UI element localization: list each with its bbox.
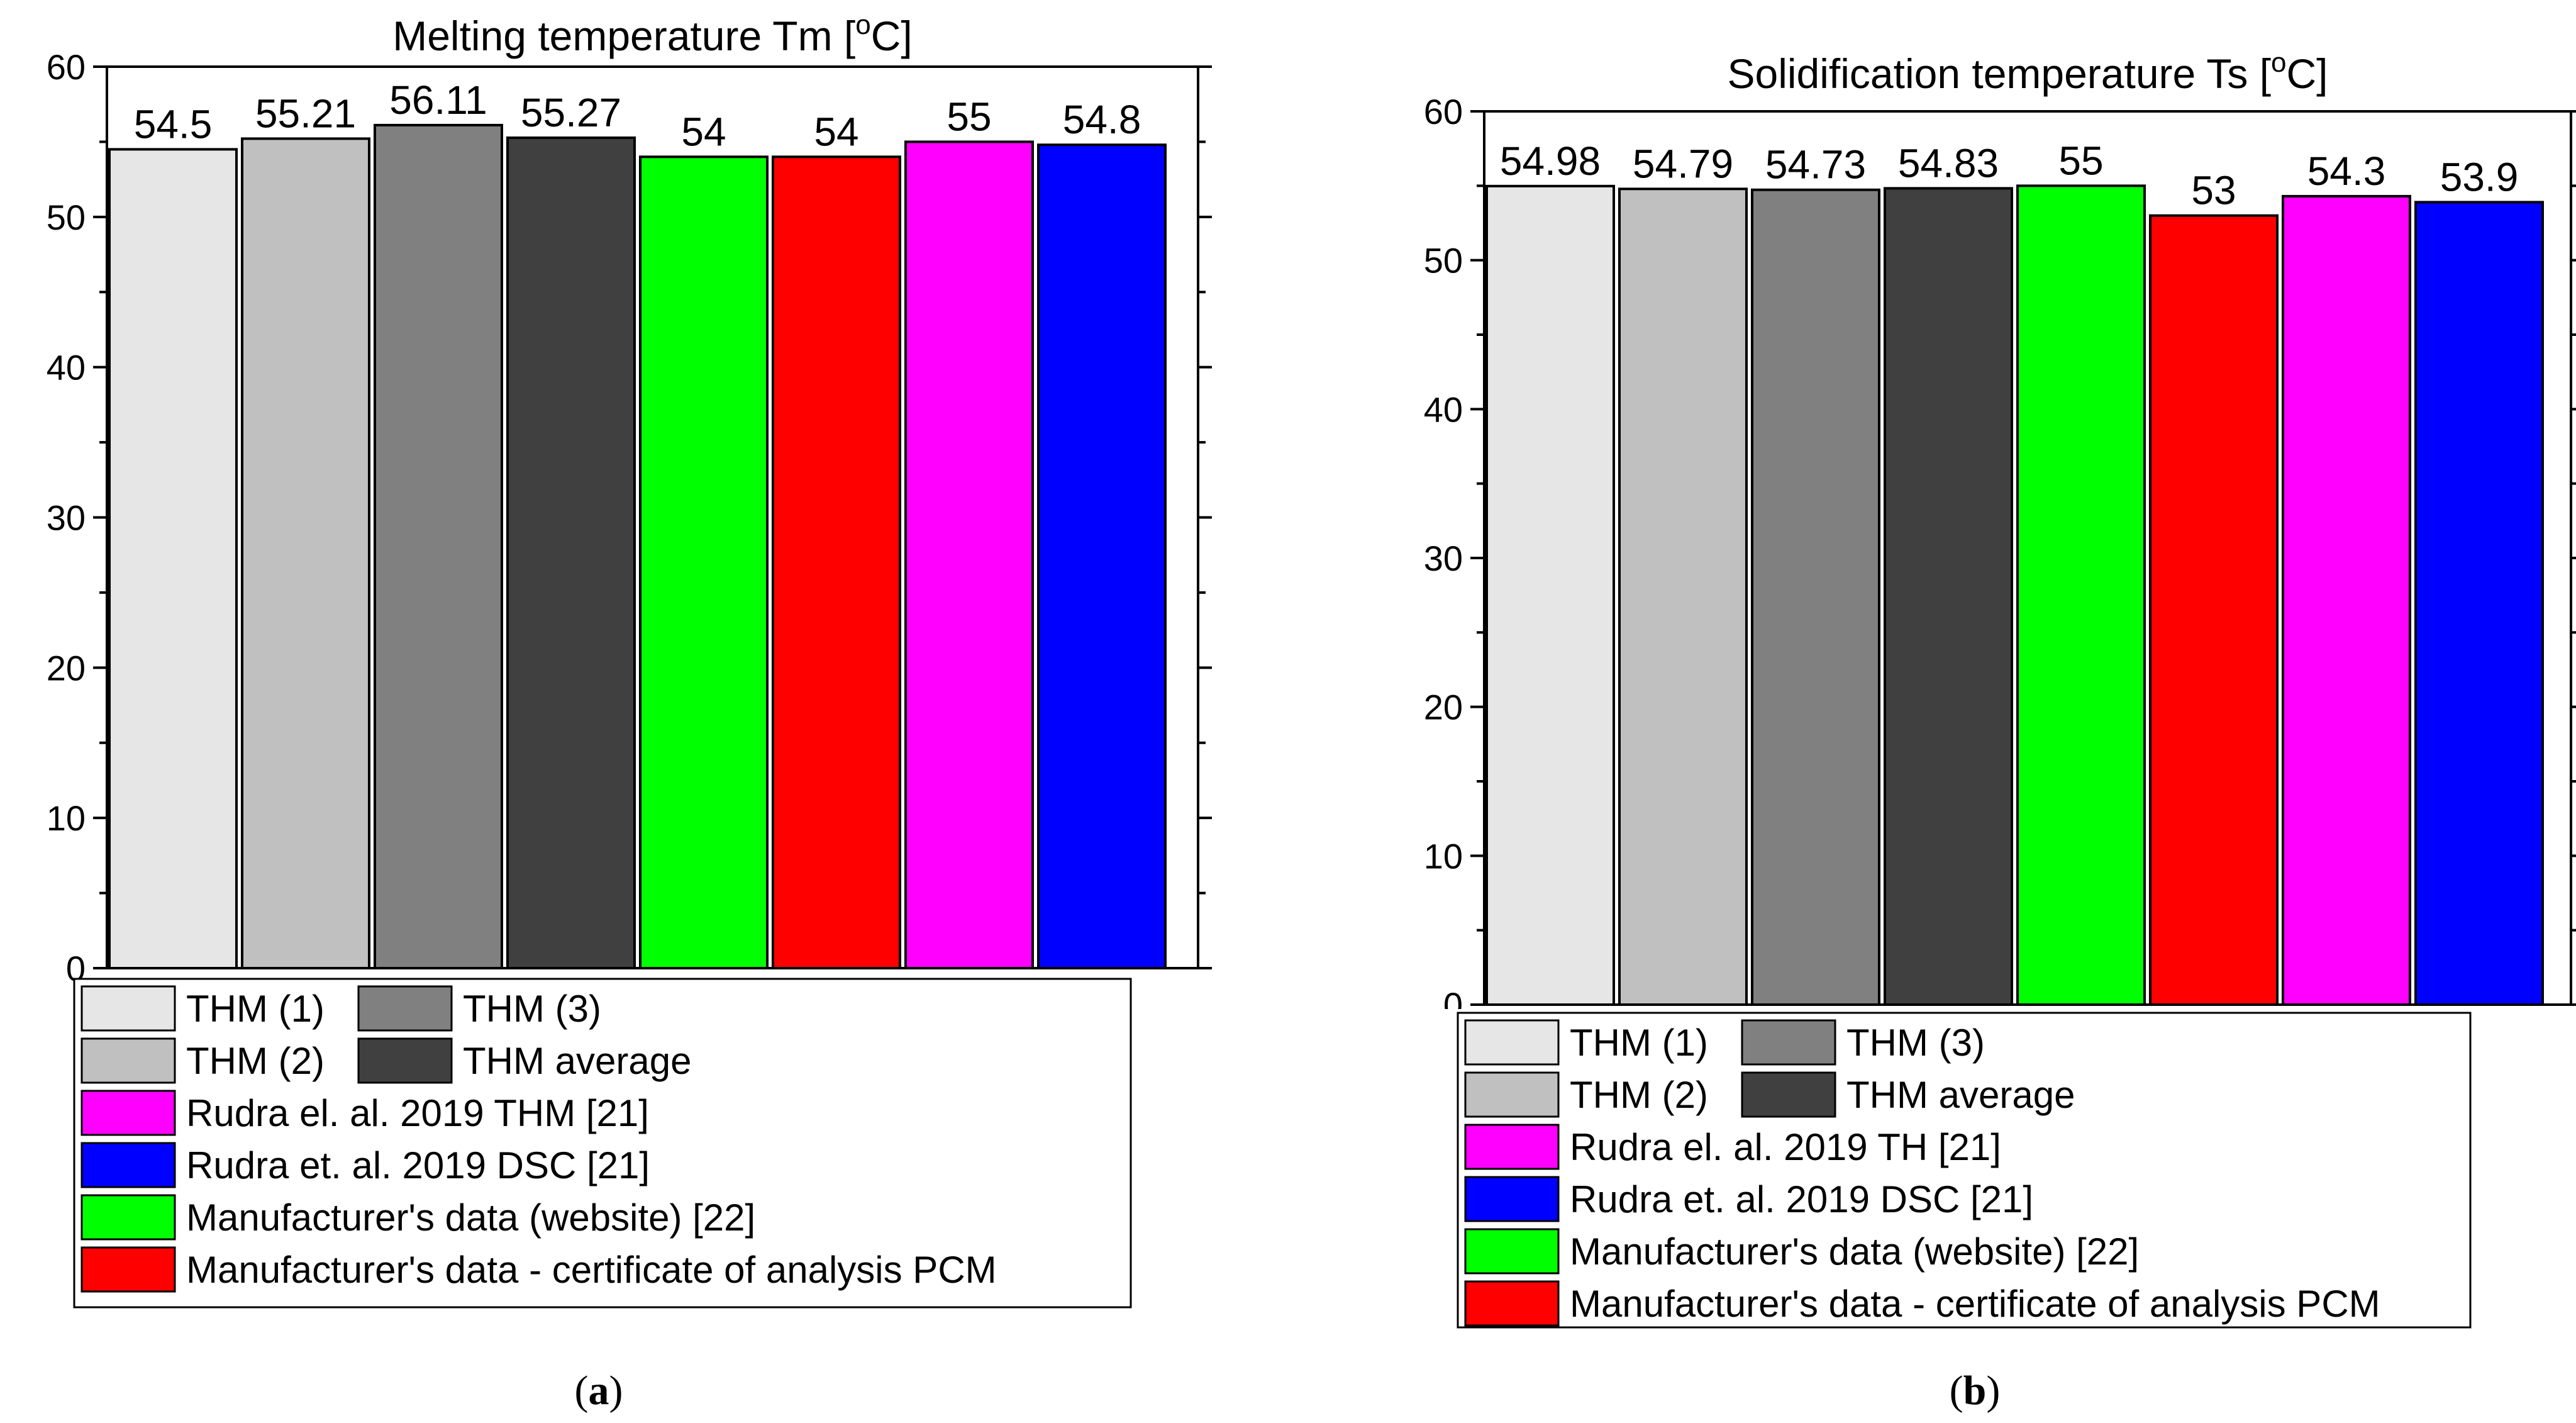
bar-value-label: 54.8 (1063, 97, 1141, 142)
chart-b: Solidification temperature Ts [oC] 54.98 5… (1424, 47, 2576, 1414)
bar (904, 140, 1034, 970)
legend-label: THM (3) (463, 988, 601, 1030)
y-tick-label: 50 (1424, 241, 1463, 281)
bar-value-label: 54.98 (1500, 138, 1601, 184)
legend-swatch (80, 1194, 176, 1241)
y-tick-label: 0 (1443, 985, 1463, 1025)
y-tick-label: 30 (47, 498, 86, 538)
legend-swatch (1464, 1019, 1560, 1066)
bar (108, 148, 238, 970)
bar (1751, 188, 1880, 1006)
y-tick-label: 20 (1424, 688, 1463, 727)
legend-swatch (80, 1090, 176, 1136)
legend-swatch (80, 1037, 176, 1084)
panel-caption: (b) (1950, 1368, 2001, 1414)
bar-value-label: 55 (947, 94, 991, 139)
y-tick-label: 30 (1424, 539, 1463, 578)
legend-label: THM (2) (1570, 1074, 1708, 1116)
bar (772, 155, 901, 969)
y-tick-label: 60 (47, 47, 86, 87)
legend-label: Rudra el. al. 2019 THM [21] (186, 1092, 649, 1134)
legend-swatch (1464, 1280, 1560, 1327)
legend-swatch (1464, 1124, 1560, 1170)
y-tick-label: 40 (47, 348, 86, 388)
legend-label: THM (3) (1846, 1022, 1985, 1064)
y-tick-label: 40 (1424, 389, 1463, 429)
bar-value-label: 54.5 (134, 101, 213, 147)
legend: THM (1) THM (3) THM (2) THM average Rudra el… (1457, 1012, 2472, 1329)
bar-value-label: 54.79 (1633, 141, 1733, 186)
legend-label: THM (1) (1570, 1022, 1708, 1064)
legend-box (73, 978, 1132, 1309)
bar-value-label: 54.83 (1898, 140, 1999, 186)
bar (506, 136, 636, 970)
legend-label: Rudra et. al. 2019 DSC [21] (186, 1144, 650, 1186)
bar (1884, 187, 2013, 1006)
legend-swatch (80, 985, 176, 1032)
legend-label: Rudra et. al. 2019 DSC [21] (1570, 1178, 2033, 1220)
y-tick-label: 20 (47, 648, 86, 688)
legend-swatch (80, 1142, 176, 1188)
y-tick-label: 10 (47, 798, 86, 838)
legend: THM (1) THM (3) THM (2) THM average Rudra el… (73, 978, 1132, 1309)
bar-value-label: 54.73 (1765, 142, 1866, 187)
legend-swatch (1464, 1228, 1560, 1275)
panel-caption: (a) (575, 1368, 623, 1414)
legend-box (1457, 1012, 2472, 1329)
bar-value-label: 55.21 (255, 91, 356, 136)
legend-label: Manufacturer's data - certificate of ana… (1570, 1283, 2380, 1325)
legend-swatch (1464, 1071, 1560, 1118)
legend-swatch (80, 1246, 176, 1293)
legend-swatch (1741, 1071, 1836, 1118)
bar-value-label: 54.3 (2307, 148, 2386, 194)
legend-swatch (357, 985, 453, 1032)
legend-label: Manufacturer's data - certificate of ana… (186, 1249, 997, 1291)
bar-value-label: 56.11 (389, 77, 487, 123)
bar-value-label: 53.9 (2440, 154, 2519, 199)
y-tick-label: 60 (1424, 92, 1463, 131)
bar (2282, 194, 2411, 1006)
bar (1037, 143, 1167, 969)
y-tick-label: 50 (47, 198, 86, 237)
legend-label: THM (1) (186, 988, 325, 1030)
legend-swatch (1741, 1019, 1836, 1066)
legend-label: Manufacturer's data (website) [22] (1570, 1230, 2139, 1273)
bar-value-label: 53 (2191, 168, 2236, 213)
legend-label: Manufacturer's data (website) [22] (186, 1197, 755, 1239)
chart-title: Melting temperature Tm [oC] (392, 9, 913, 59)
legend-label: THM average (463, 1040, 691, 1082)
chart-a: Melting temperature Tm [oC] 54.5 55.21 56.1… (47, 9, 1212, 1414)
bar (1485, 184, 1615, 1007)
bar (1618, 187, 1748, 1006)
bar-value-label: 54 (814, 109, 858, 154)
legend-swatch (1464, 1176, 1560, 1222)
bar-value-label: 55.27 (521, 90, 621, 135)
bar (639, 155, 769, 969)
bar (2414, 201, 2544, 1006)
legend-label: THM (2) (186, 1040, 325, 1082)
bar (374, 123, 503, 970)
legend-label: THM average (1846, 1074, 2075, 1116)
bar-value-label: 54 (681, 109, 726, 154)
bar-value-label: 55 (2058, 138, 2103, 183)
bar (2016, 184, 2146, 1006)
chart-title: Solidification temperature Ts [oC] (1727, 47, 2328, 97)
legend-label: Rudra el. al. 2019 TH [21] (1570, 1126, 2001, 1168)
y-tick-label: 10 (1424, 836, 1463, 876)
bar (2149, 214, 2279, 1007)
legend-swatch (357, 1037, 453, 1084)
bar (241, 137, 370, 970)
